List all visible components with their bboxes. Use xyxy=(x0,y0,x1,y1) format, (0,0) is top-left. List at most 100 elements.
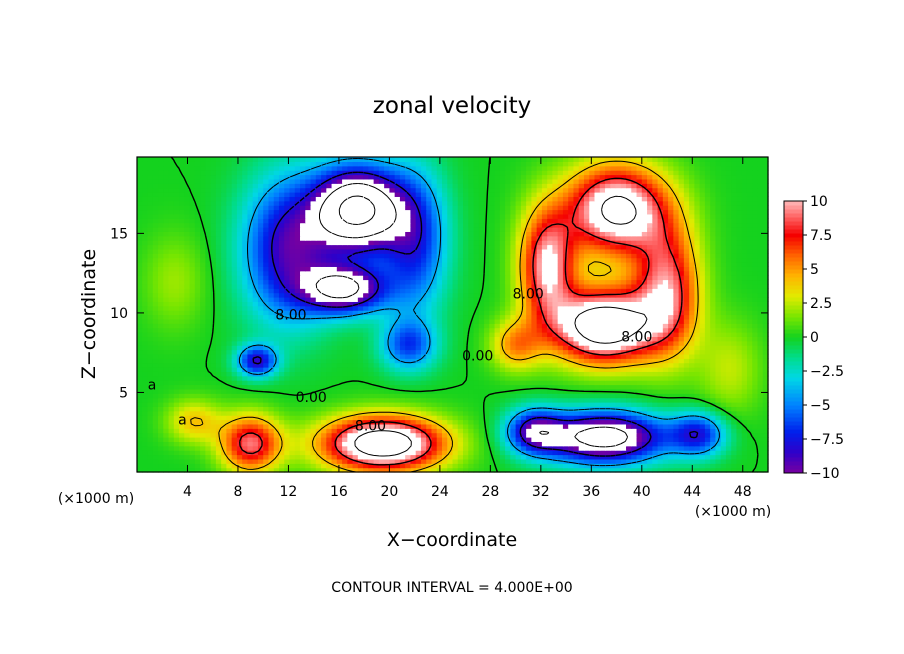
field-cell xyxy=(278,402,285,407)
field-cell xyxy=(499,288,506,294)
field-cell xyxy=(762,454,769,460)
field-cell xyxy=(704,406,711,412)
field-cell xyxy=(457,445,464,451)
field-cell xyxy=(263,340,270,346)
field-cell xyxy=(631,380,638,386)
field-cell xyxy=(315,332,322,337)
field-cell xyxy=(236,432,243,438)
field-cell xyxy=(604,428,611,434)
field-cell xyxy=(373,423,380,429)
field-cell xyxy=(583,402,590,407)
field-cell xyxy=(257,463,264,469)
field-cell xyxy=(678,310,685,316)
field-cell xyxy=(541,432,548,438)
field-cell xyxy=(526,454,532,460)
field-cell xyxy=(725,393,732,399)
field-cell xyxy=(615,353,622,359)
field-cell xyxy=(631,437,638,442)
field-cell xyxy=(315,380,322,386)
field-cell xyxy=(468,450,475,456)
field-cell xyxy=(342,445,348,451)
field-cell xyxy=(626,415,632,421)
field-cell xyxy=(168,327,175,333)
field-cell xyxy=(242,336,249,342)
field-cell xyxy=(168,458,175,464)
field-cell xyxy=(426,423,433,429)
field-cell xyxy=(399,441,406,447)
field-cell xyxy=(599,393,606,399)
field-cell xyxy=(615,318,622,324)
field-cell xyxy=(205,380,212,386)
field-cell xyxy=(494,467,501,473)
field-cell xyxy=(568,292,575,298)
field-cell xyxy=(620,415,627,421)
field-cell xyxy=(731,336,738,342)
field-cell xyxy=(762,463,769,469)
field-cell xyxy=(757,340,764,346)
field-cell xyxy=(531,428,538,434)
field-cell xyxy=(573,458,580,464)
field-cell xyxy=(168,454,175,460)
field-cell xyxy=(647,310,653,316)
field-cell xyxy=(373,336,380,342)
field-cell xyxy=(226,292,233,298)
field-cell xyxy=(610,454,617,460)
field-cell xyxy=(221,301,227,307)
field-cell xyxy=(568,367,575,372)
field-cell xyxy=(273,358,280,364)
field-cell xyxy=(268,415,275,421)
field-cell xyxy=(568,450,575,456)
field-cell xyxy=(394,406,401,412)
field-cell xyxy=(268,437,275,442)
field-cell xyxy=(173,358,180,364)
field-cell xyxy=(305,397,312,403)
field-cell xyxy=(478,358,485,364)
field-cell xyxy=(447,367,454,372)
field-cell xyxy=(620,432,627,438)
field-cell xyxy=(384,406,390,412)
field-cell xyxy=(231,388,238,394)
field-cell xyxy=(557,297,564,302)
field-cell xyxy=(194,450,201,456)
field-cell xyxy=(615,384,622,390)
field-cell xyxy=(163,318,170,324)
field-cell xyxy=(436,340,443,346)
field-cell xyxy=(173,349,180,355)
field-cell xyxy=(626,314,632,320)
field-cell xyxy=(704,318,711,324)
field-cell xyxy=(620,437,627,442)
field-cell xyxy=(200,292,206,298)
field-cell xyxy=(531,463,538,469)
field-cell xyxy=(594,349,601,355)
field-cell xyxy=(741,397,748,403)
field-cell xyxy=(284,415,291,421)
field-cell xyxy=(463,297,469,302)
field-cell xyxy=(368,445,375,451)
field-cell xyxy=(147,371,154,377)
field-cell xyxy=(347,353,354,359)
field-cell xyxy=(699,428,706,434)
field-cell xyxy=(331,423,338,429)
field-cell xyxy=(631,336,638,342)
field-cell xyxy=(300,358,306,364)
field-cell xyxy=(173,410,180,416)
field-cell xyxy=(704,423,711,429)
field-cell xyxy=(331,458,338,464)
field-cell xyxy=(736,423,743,429)
field-cell xyxy=(384,463,390,469)
field-cell xyxy=(589,393,596,399)
field-cell xyxy=(657,467,664,473)
field-cell xyxy=(673,332,680,337)
field-cell xyxy=(257,314,264,320)
field-cell xyxy=(257,432,264,438)
field-cell xyxy=(699,327,706,333)
field-cell xyxy=(452,393,459,399)
field-cell xyxy=(347,305,354,311)
field-cell xyxy=(704,415,711,421)
field-cell xyxy=(310,336,317,342)
field-cell xyxy=(710,428,717,434)
field-cell xyxy=(300,393,306,399)
field-cell xyxy=(494,402,501,407)
field-cell xyxy=(420,305,427,311)
field-cell xyxy=(436,318,443,324)
